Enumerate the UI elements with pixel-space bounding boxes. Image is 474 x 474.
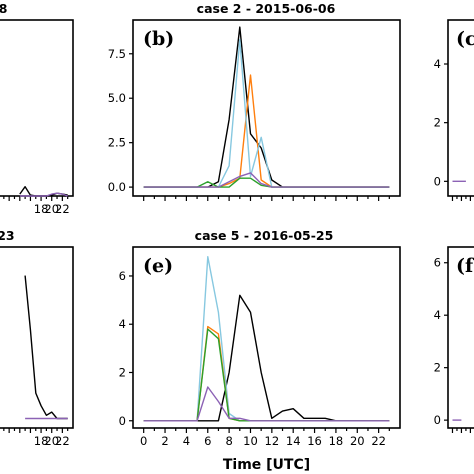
- y-tick-label: 0: [119, 414, 126, 428]
- panel-frame: [132, 246, 401, 429]
- series-line-orange: [143, 325, 390, 422]
- x-tick-label: 16: [307, 434, 322, 448]
- x-tick-label: 20: [44, 202, 59, 216]
- series-line-lightblue: [143, 38, 390, 188]
- x-tick-label: 2: [161, 434, 168, 448]
- panel-label: (f: [456, 255, 474, 277]
- series-line-black: [24, 275, 68, 420]
- panel-label: (c: [456, 28, 474, 50]
- panel-frame: [0, 246, 74, 429]
- panel-frame: [132, 19, 401, 197]
- series-line-purple: [143, 386, 390, 422]
- x-tick-label: 18: [34, 202, 49, 216]
- panel-title: 28: [0, 1, 7, 16]
- x-tick-label: 4: [183, 434, 190, 448]
- series-line-purple: [143, 172, 390, 188]
- y-tick-label: 4: [119, 317, 126, 331]
- x-tick-label: 6: [204, 434, 211, 448]
- x-tick-label: 22: [55, 202, 70, 216]
- x-tick-label: 0: [140, 434, 147, 448]
- y-tick-label: 2: [119, 365, 126, 379]
- x-tick-label: 14: [286, 434, 301, 448]
- panel-frame: [0, 19, 74, 197]
- x-axis-label: Time [UTC]: [223, 457, 310, 473]
- x-tick-label: 12: [265, 434, 280, 448]
- y-tick-label: 6: [119, 269, 126, 283]
- x-tick-label: 10: [243, 434, 258, 448]
- series-line-black: [143, 294, 390, 422]
- series-line-purple: [19, 192, 68, 197]
- series-line-black: [19, 185, 68, 197]
- x-tick-label: 18: [34, 434, 49, 448]
- y-tick-label: 2: [434, 116, 441, 130]
- y-tick-label: 2.5: [108, 136, 126, 150]
- panel-title: -23: [0, 228, 15, 243]
- y-tick-label: 4: [434, 57, 441, 71]
- panel-label: (e): [143, 255, 173, 277]
- panel-b: 0.0 2.5 5.0 7.5 case 2 - 2015-06-06 (b): [108, 1, 401, 201]
- panel-frame: [447, 19, 474, 197]
- x-tick-label: 20: [44, 434, 59, 448]
- y-tick-label: 5.0: [108, 91, 126, 105]
- series-line-orange: [143, 74, 390, 188]
- y-tick-label: 0: [434, 174, 441, 188]
- panel-title: case 2 - 2015-06-06: [197, 1, 336, 16]
- y-tick-label: 2: [434, 361, 441, 375]
- x-tick-label: 20: [350, 434, 365, 448]
- y-tick-label: 0: [434, 413, 441, 427]
- panel-label: (b): [143, 28, 174, 50]
- y-tick-label: 7.5: [108, 47, 126, 61]
- x-tick-label: 18: [329, 434, 344, 448]
- y-tick-label: 0.0: [108, 180, 126, 194]
- x-tick-label: 8: [225, 434, 232, 448]
- x-tick-label: 22: [371, 434, 386, 448]
- y-tick-label: 4: [434, 308, 441, 322]
- series-line-green: [143, 328, 390, 422]
- panel-f: 0 2 4 6 (f: [434, 246, 474, 433]
- panel-title: case 5 - 2016-05-25: [195, 228, 334, 243]
- y-tick-label: 6: [434, 256, 441, 270]
- panel-c: 0 2 4 (c: [434, 19, 474, 201]
- panel-frame: [447, 246, 474, 429]
- x-tick-label: 22: [55, 434, 70, 448]
